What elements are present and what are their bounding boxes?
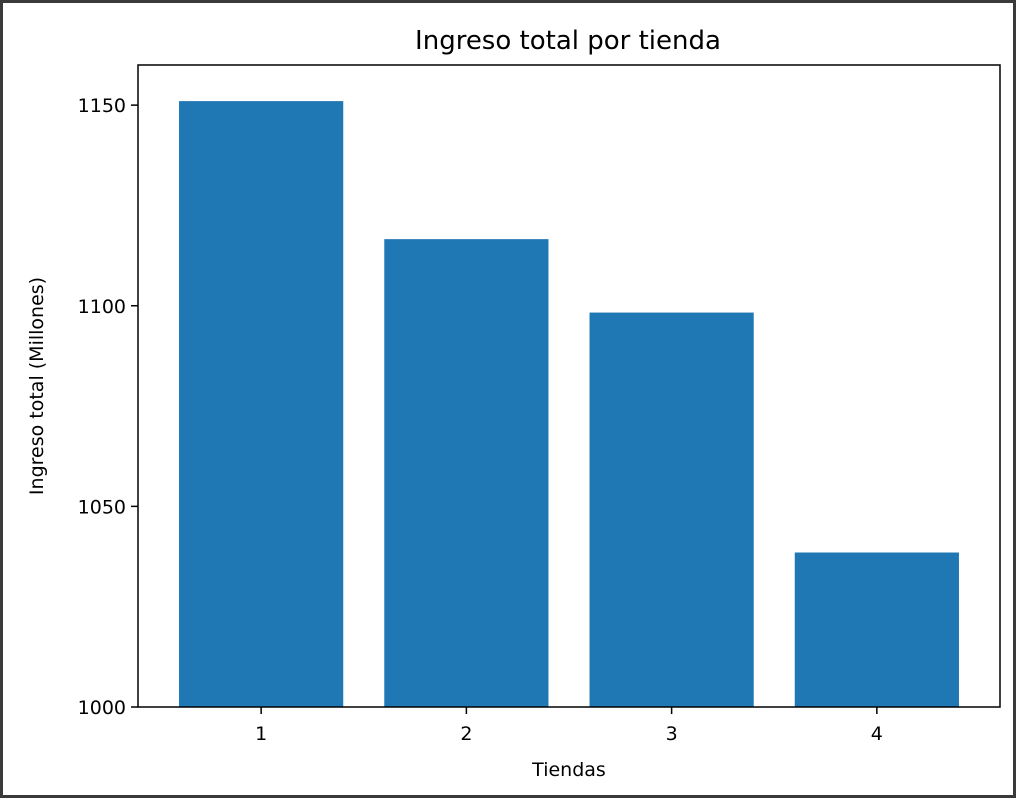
bar-4 bbox=[794, 552, 959, 707]
x-axis-label: Tiendas bbox=[531, 759, 606, 781]
plot-area-frame bbox=[137, 64, 1001, 708]
bar-3 bbox=[589, 312, 754, 707]
x-tick-label: 4 bbox=[871, 723, 883, 745]
y-axis-label: Ingreso total (Millones) bbox=[26, 277, 48, 495]
y-tick-label: 1000 bbox=[78, 697, 126, 719]
x-tick-label: 3 bbox=[666, 723, 678, 745]
bar-2 bbox=[384, 239, 549, 707]
x-axis: 1 2 3 4 bbox=[255, 707, 883, 745]
bar-chart: Ingreso total por tienda 1000 1050 1100 115… bbox=[26, 26, 1001, 781]
x-tick-label: 2 bbox=[460, 723, 472, 745]
y-tick-label: 1100 bbox=[78, 296, 126, 318]
bars-group bbox=[179, 101, 959, 708]
y-tick-label: 1050 bbox=[78, 496, 126, 518]
y-axis: 1000 1050 1100 1150 bbox=[78, 95, 138, 719]
x-tick-label: 1 bbox=[255, 723, 267, 745]
bar-1 bbox=[179, 101, 344, 708]
chart-title: Ingreso total por tienda bbox=[415, 26, 721, 56]
y-tick-label: 1150 bbox=[78, 95, 126, 117]
